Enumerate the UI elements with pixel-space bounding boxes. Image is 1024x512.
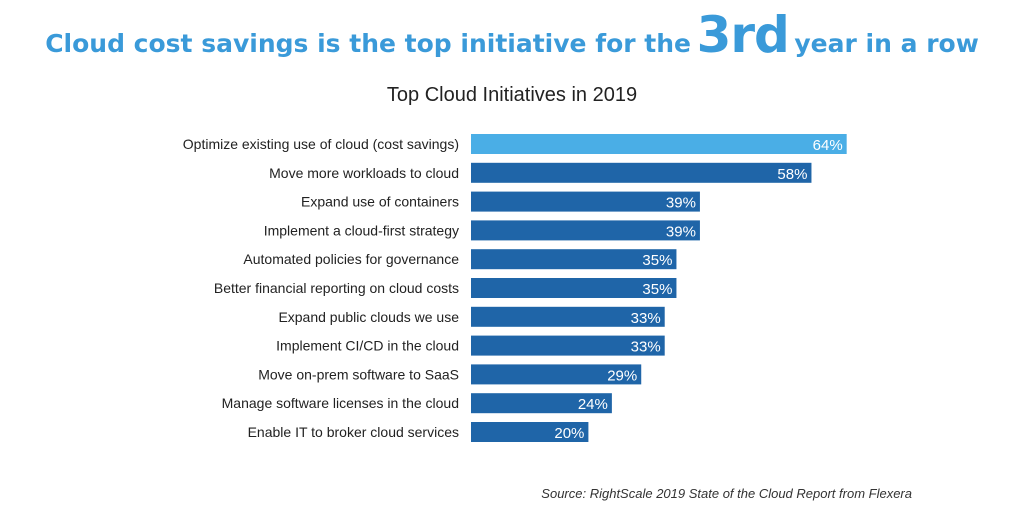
- bar: [471, 249, 677, 270]
- category-label: Automated policies for governance: [243, 251, 459, 267]
- category-label: Implement CI/CD in the cloud: [276, 338, 459, 354]
- value-label: 33%: [631, 310, 661, 327]
- bar: [471, 162, 812, 183]
- value-label: 39%: [666, 223, 696, 240]
- value-label: 24%: [578, 396, 608, 413]
- value-label: 64%: [813, 137, 843, 154]
- bar: [471, 306, 665, 327]
- source-note: Source: RightScale 2019 State of the Clo…: [541, 486, 912, 501]
- category-label: Optimize existing use of cloud (cost sav…: [183, 136, 459, 152]
- category-label: Expand use of containers: [301, 194, 459, 210]
- value-label: 20%: [554, 425, 584, 442]
- category-label: Expand public clouds we use: [278, 309, 459, 325]
- value-label: 29%: [607, 367, 637, 384]
- bar: [471, 278, 677, 298]
- headline: Cloud cost savings is the top initiative…: [0, 6, 1024, 64]
- category-label: Better financial reporting on cloud cost…: [214, 280, 459, 296]
- bar: [471, 393, 612, 414]
- category-label: Enable IT to broker cloud services: [248, 424, 459, 440]
- value-label: 33%: [631, 339, 661, 356]
- value-label: 39%: [666, 195, 696, 212]
- bar: [471, 364, 642, 385]
- bar: [471, 191, 700, 212]
- value-label: 58%: [777, 166, 807, 183]
- category-label: Manage software licenses in the cloud: [222, 395, 459, 411]
- bar: [471, 220, 700, 241]
- category-label: Move on-prem software to SaaS: [258, 366, 459, 382]
- category-label: Move more workloads to cloud: [269, 165, 459, 181]
- bar: [471, 134, 847, 154]
- value-label: 35%: [642, 252, 672, 269]
- value-label: 35%: [642, 281, 672, 298]
- bar: [471, 422, 589, 442]
- category-label: Implement a cloud-first strategy: [264, 222, 459, 238]
- headline-emphasis: 3rd: [696, 6, 790, 64]
- chart-title: Top Cloud Initiatives in 2019: [386, 84, 638, 106]
- headline-part-1: Cloud cost savings is the top initiative…: [45, 29, 691, 58]
- bar: [471, 335, 665, 356]
- headline-part-2: year in a row: [794, 29, 979, 58]
